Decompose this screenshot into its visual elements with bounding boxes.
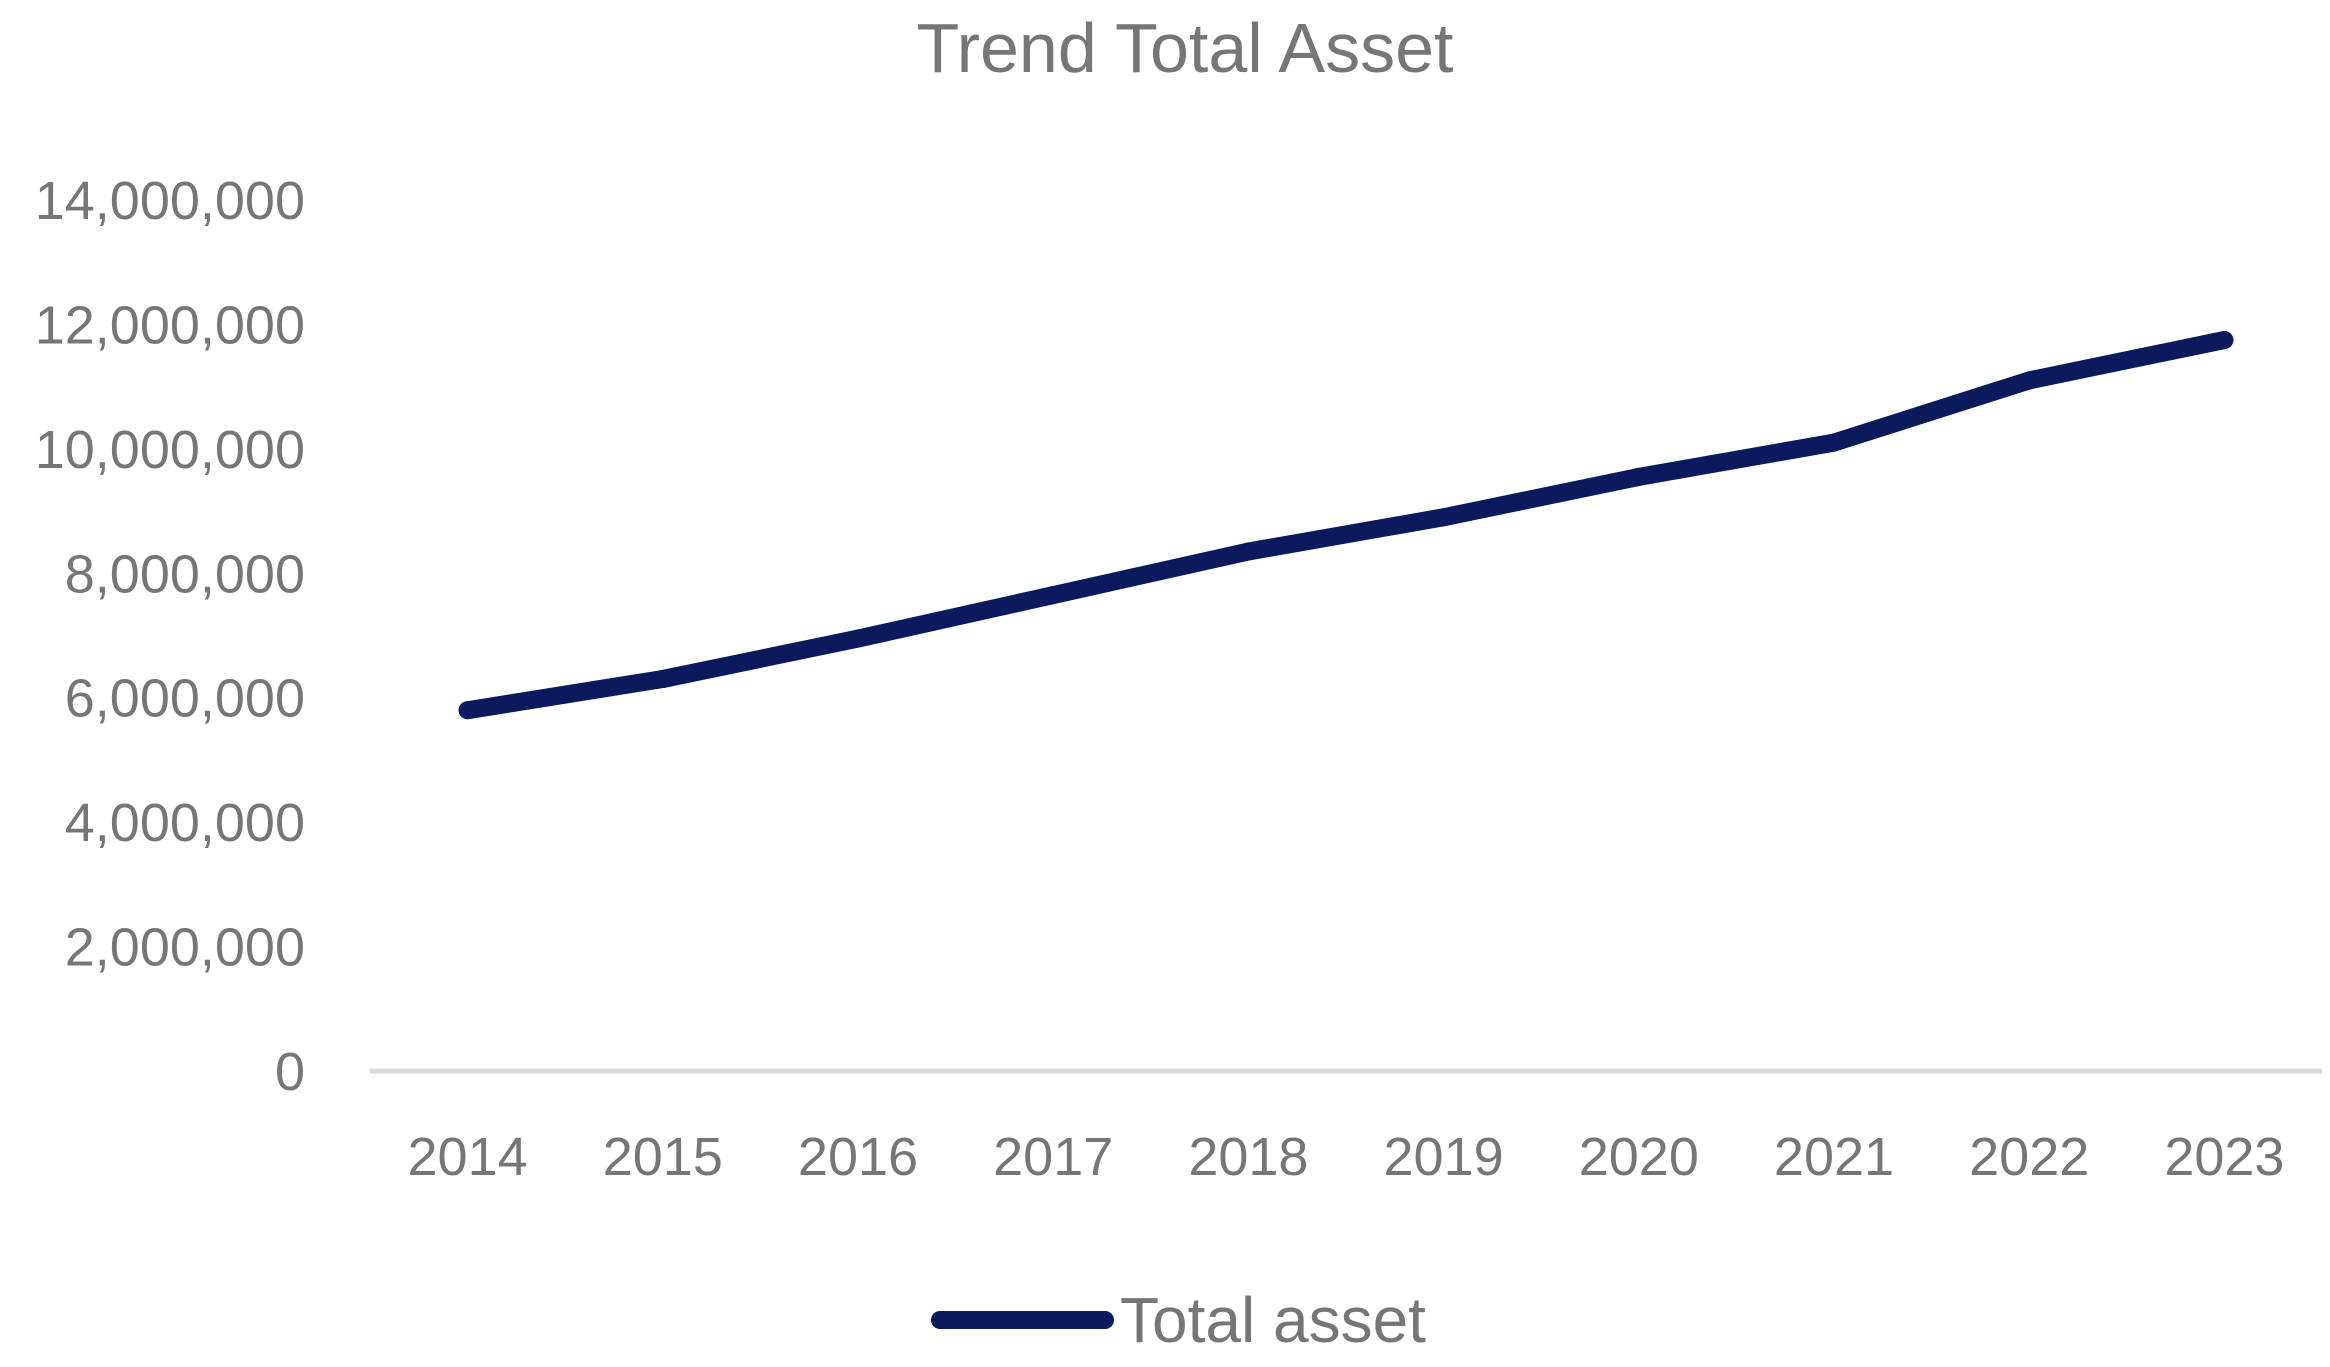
legend: Total asset [931, 1284, 1426, 1356]
data-point [653, 670, 672, 689]
series-line-total-asset [458, 331, 2234, 720]
x-tick-label: 2014 [408, 1127, 528, 1187]
x-tick-label: 2023 [2164, 1127, 2284, 1187]
y-tick-label: 4,000,000 [65, 793, 305, 853]
data-point [2020, 371, 2039, 390]
y-tick-label: 0 [275, 1042, 305, 1102]
chart-title: Trend Total Asset [917, 9, 1454, 87]
x-tick-label: 2018 [1188, 1127, 1308, 1187]
legend-label-total-asset: Total asset [1120, 1284, 1426, 1356]
data-point [1629, 467, 1648, 486]
x-tick-label: 2019 [1384, 1127, 1504, 1187]
y-tick-label: 10,000,000 [35, 420, 305, 480]
data-point [1044, 586, 1063, 605]
data-point [2215, 330, 2234, 349]
x-tick-label: 2020 [1579, 1127, 1699, 1187]
y-tick-label: 8,000,000 [65, 544, 305, 604]
x-axis-ticks: 2014 2015 2016 2017 2018 2019 2020 2021 2022 2023 [408, 1127, 2285, 1187]
x-tick-label: 2022 [1969, 1127, 2089, 1187]
y-tick-label: 2,000,000 [65, 918, 305, 978]
y-tick-label: 14,000,000 [35, 171, 305, 231]
y-axis-ticks: 0 2,000,000 4,000,000 6,000,000 8,000,000 10,… [35, 171, 305, 1102]
y-tick-label: 12,000,000 [35, 295, 305, 355]
data-point [849, 629, 867, 648]
data-point [1825, 433, 1843, 452]
x-tick-label: 2016 [798, 1127, 918, 1187]
x-tick-label: 2017 [993, 1127, 1113, 1187]
x-tick-label: 2021 [1774, 1127, 1894, 1187]
data-point [1434, 508, 1453, 527]
data-point [1239, 542, 1258, 561]
y-tick-label: 6,000,000 [65, 669, 305, 729]
data-point [458, 701, 477, 720]
x-tick-label: 2015 [603, 1127, 723, 1187]
series-group [458, 330, 2234, 720]
